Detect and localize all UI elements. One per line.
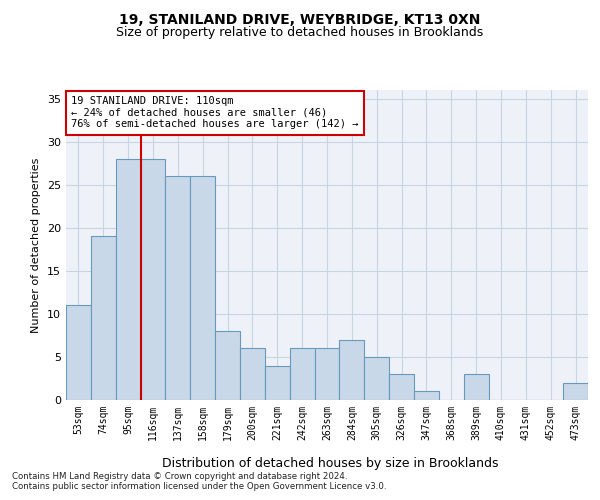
Bar (340, 340, 364, 400)
Text: Distribution of detached houses by size in Brooklands: Distribution of detached houses by size … (162, 458, 498, 470)
Bar (464, 374, 488, 400)
Bar (240, 348, 265, 400)
Text: Size of property relative to detached houses in Brooklands: Size of property relative to detached ho… (116, 26, 484, 39)
Bar (116, 159, 140, 400)
Bar (364, 357, 389, 400)
Bar (66, 306, 91, 400)
Bar (91, 236, 116, 400)
Bar (215, 331, 240, 400)
Text: 19, STANILAND DRIVE, WEYBRIDGE, KT13 0XN: 19, STANILAND DRIVE, WEYBRIDGE, KT13 0XN (119, 12, 481, 26)
Bar (190, 176, 215, 400)
Text: 19 STANILAND DRIVE: 110sqm
← 24% of detached houses are smaller (46)
76% of semi: 19 STANILAND DRIVE: 110sqm ← 24% of deta… (71, 96, 359, 130)
Bar (140, 159, 166, 400)
Bar (166, 176, 190, 400)
Text: Contains public sector information licensed under the Open Government Licence v3: Contains public sector information licen… (12, 482, 386, 491)
Bar (563, 383, 588, 400)
Bar (389, 374, 414, 400)
Bar (314, 348, 340, 400)
Bar (265, 366, 290, 400)
Text: Contains HM Land Registry data © Crown copyright and database right 2024.: Contains HM Land Registry data © Crown c… (12, 472, 347, 481)
Bar (414, 392, 439, 400)
Bar (290, 348, 314, 400)
Y-axis label: Number of detached properties: Number of detached properties (31, 158, 41, 332)
